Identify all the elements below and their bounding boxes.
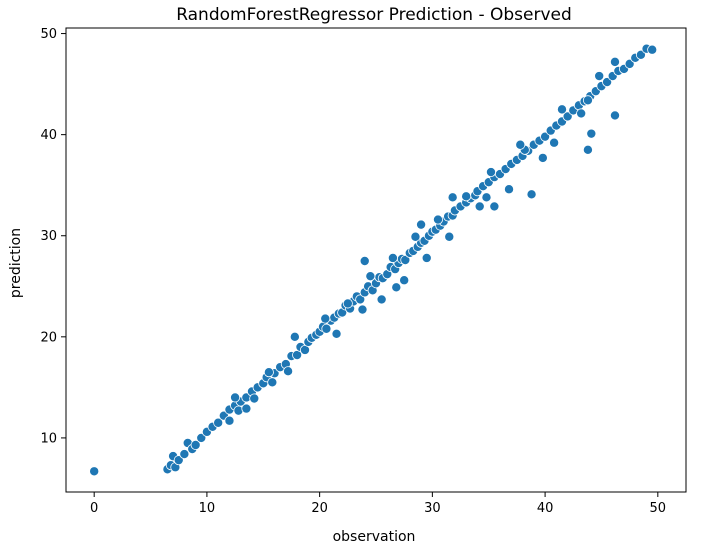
data-point	[213, 417, 224, 428]
data-point	[89, 466, 100, 477]
x-tick-label: 0	[90, 501, 98, 516]
data-point	[376, 294, 387, 305]
data-point	[489, 201, 500, 212]
data-point	[283, 366, 294, 377]
data-point	[549, 137, 560, 148]
data-point	[387, 252, 398, 263]
data-point	[410, 231, 421, 242]
x-tick-label: 40	[537, 501, 554, 516]
data-point	[365, 271, 376, 282]
data-point	[224, 415, 235, 426]
data-point	[586, 128, 597, 139]
data-point	[602, 77, 613, 88]
data-point	[461, 191, 472, 202]
data-point	[432, 214, 443, 225]
data-point	[421, 252, 432, 263]
data-point	[624, 58, 635, 69]
data-point	[594, 71, 605, 82]
data-point	[331, 328, 342, 339]
points-layer	[89, 43, 658, 477]
x-axis-label: observation	[333, 529, 416, 545]
data-point	[263, 367, 274, 378]
data-point	[515, 139, 526, 150]
data-point	[576, 108, 587, 119]
data-point	[582, 95, 593, 106]
data-point	[249, 393, 260, 404]
data-point	[359, 256, 370, 267]
data-point	[391, 282, 402, 293]
chart-title: RandomForestRegressor Prediction - Obser…	[176, 5, 572, 25]
data-point	[647, 44, 658, 55]
data-point	[444, 231, 455, 242]
data-point	[190, 439, 201, 450]
data-point	[537, 152, 548, 163]
y-tick-label: 50	[40, 27, 57, 42]
data-point	[357, 304, 368, 315]
x-tick-label: 30	[424, 501, 441, 516]
data-point	[400, 254, 411, 265]
data-point	[582, 144, 593, 155]
data-point	[447, 192, 458, 203]
data-point	[267, 377, 278, 388]
data-point	[320, 313, 331, 324]
y-tick-label: 40	[40, 128, 57, 143]
data-point	[609, 110, 620, 121]
data-point	[241, 403, 252, 414]
data-point	[562, 111, 573, 122]
data-point	[635, 49, 646, 60]
data-point	[416, 219, 427, 230]
data-point	[557, 104, 568, 115]
axes-layer: 0 10 20 30 40 50 10 20 30 40 50	[40, 27, 687, 516]
plot-frame	[65, 27, 687, 493]
data-point	[179, 449, 190, 460]
data-point	[342, 298, 353, 309]
y-tick-label: 10	[40, 431, 57, 446]
data-point	[196, 432, 207, 443]
data-point	[526, 189, 537, 200]
data-point	[321, 323, 332, 334]
x-tick-label: 10	[199, 501, 216, 516]
data-point	[609, 56, 620, 67]
data-point	[399, 275, 410, 286]
x-tick-label: 50	[650, 501, 667, 516]
data-point	[485, 167, 496, 178]
data-point	[355, 294, 366, 305]
data-point	[474, 201, 485, 212]
data-point	[289, 331, 300, 342]
data-point	[230, 392, 241, 403]
y-tick-label: 20	[40, 330, 57, 345]
data-point	[504, 184, 515, 195]
data-point	[173, 455, 184, 466]
y-tick-label: 30	[40, 229, 57, 244]
x-tick-label: 20	[311, 501, 328, 516]
data-point	[540, 131, 551, 142]
data-point	[481, 192, 492, 203]
y-axis-label: prediction	[8, 228, 24, 298]
